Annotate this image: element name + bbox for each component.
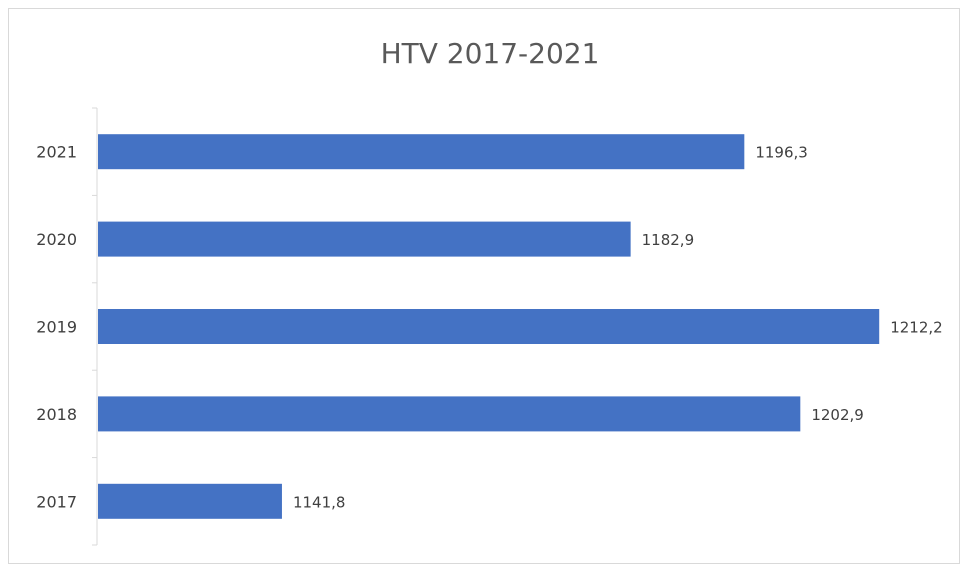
chart-title: HTV 2017-2021: [381, 37, 600, 70]
category-label-2017: 2017: [36, 492, 77, 511]
value-label-2017: 1141,8: [293, 493, 346, 511]
value-label-2020: 1182,9: [642, 231, 695, 249]
bar-2019: [98, 309, 880, 344]
category-label-2018: 2018: [36, 405, 77, 424]
bar-2021: [98, 134, 745, 170]
value-label-2021: 1196,3: [755, 144, 808, 162]
chart-frame: [8, 8, 960, 564]
category-label-2020: 2020: [36, 230, 77, 249]
value-label-2019: 1212,2: [890, 319, 943, 337]
category-label-2019: 2019: [36, 318, 77, 337]
value-label-2018: 1202,9: [811, 406, 864, 424]
bar-2018: [98, 396, 801, 432]
bar-2020: [98, 221, 631, 257]
category-label-2021: 2021: [36, 143, 77, 162]
bars: [98, 134, 880, 519]
bar-2017: [98, 483, 282, 519]
category-axis: [92, 107, 98, 546]
labels: 2021 1196,3 2020 1182,9 2019 1212,2 2018 1202,9…: [36, 143, 942, 512]
